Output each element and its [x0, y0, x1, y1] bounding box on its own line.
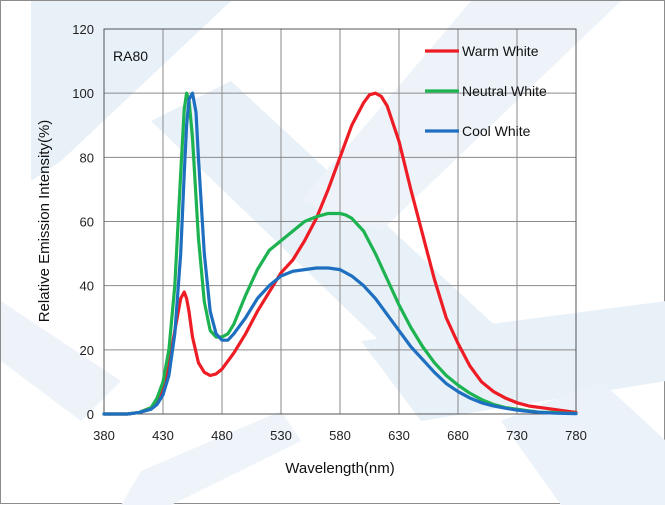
y-tick-label-4: 80 [80, 150, 94, 165]
x-tick-label-6: 680 [447, 428, 469, 443]
series-line-cool-white [102, 91, 578, 416]
x-tick-label-2: 480 [211, 428, 233, 443]
legend-label-0: Warm White [462, 43, 539, 59]
legend: Warm White Neutral White Cool White [425, 43, 547, 139]
series-line-warm-white [102, 91, 578, 416]
x-tick-label-8: 780 [565, 428, 587, 443]
series-lines [102, 91, 578, 416]
y-tick-label-1: 20 [80, 343, 94, 358]
y-tick-labels: 0 20 40 60 80 100 120 [72, 22, 94, 422]
axes [103, 28, 577, 415]
y-tick-label-5: 100 [72, 86, 94, 101]
y-tick-label-2: 40 [80, 279, 94, 294]
x-tick-label-5: 630 [388, 428, 410, 443]
x-tick-label-3: 530 [270, 428, 292, 443]
x-tick-label-1: 430 [152, 428, 174, 443]
x-axis-label: Wavelength(nm) [285, 460, 394, 477]
plot-border [103, 28, 577, 415]
series-line-neutral-white [102, 91, 578, 416]
x-tick-label-7: 730 [506, 428, 528, 443]
x-tick-label-4: 580 [329, 428, 351, 443]
legend-label-2: Cool White [462, 123, 531, 139]
x-tick-labels: 380 430 480 530 580 630 680 730 780 [93, 428, 587, 443]
annotation-label: RA80 [113, 48, 148, 64]
y-tick-label-3: 60 [80, 215, 94, 230]
x-tick-label-0: 380 [93, 428, 115, 443]
y-axis-label: Relative Emission Intensity(%) [36, 120, 53, 323]
y-tick-label-6: 120 [72, 22, 94, 37]
legend-label-1: Neutral White [462, 83, 547, 99]
y-tick-label-0: 0 [87, 407, 94, 422]
